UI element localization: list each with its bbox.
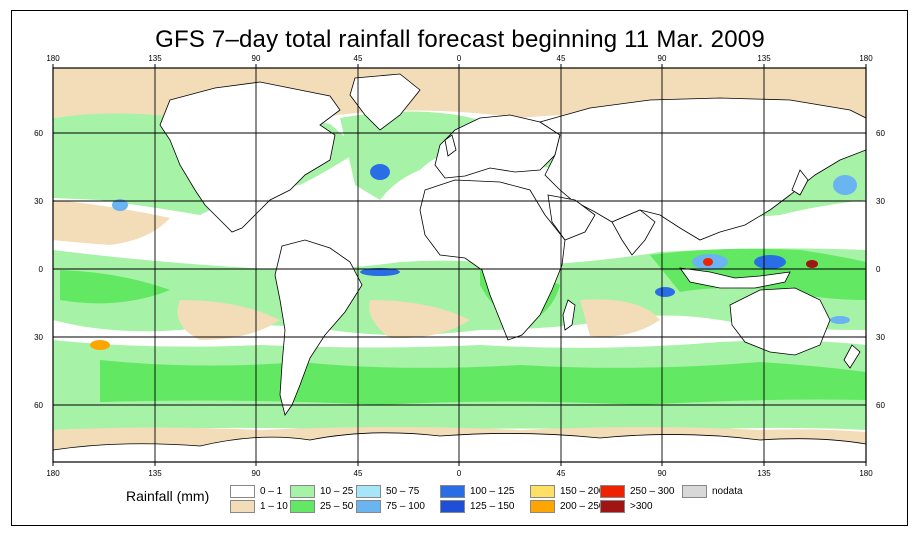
legend-swatch	[356, 500, 381, 513]
legend-label: 25 – 50	[320, 501, 354, 512]
legend-label: nodata	[712, 486, 743, 497]
bottom-tick: 180	[46, 469, 60, 478]
bottom-tick: 180	[859, 469, 873, 478]
graticule	[53, 68, 866, 462]
legend-swatch	[530, 500, 555, 513]
map-body	[53, 68, 866, 462]
left-tick: 0	[39, 265, 44, 274]
rainfall-legend: Rainfall (mm) 0 – 1 1 – 10 10 – 25 25 – …	[126, 483, 786, 517]
asia	[539, 97, 866, 241]
legend-swatch	[356, 485, 381, 498]
australia	[729, 287, 831, 356]
right-tick: 30	[876, 197, 885, 206]
south-america	[274, 239, 363, 416]
africa	[419, 179, 566, 341]
tick-marks	[52, 64, 867, 466]
legend-label: 250 – 300	[630, 486, 675, 497]
indonesia	[679, 267, 791, 289]
legend-swatch	[230, 485, 255, 498]
bottom-tick-labels: 180 135 90 45 0 45 90 135 180	[46, 469, 873, 478]
legend-swatch	[290, 500, 315, 513]
top-tick: 135	[757, 54, 771, 63]
legend-swatch	[600, 500, 625, 513]
legend-label: 10 – 25	[320, 486, 354, 497]
legend-swatch	[440, 500, 465, 513]
legend-label: 125 – 150	[470, 501, 515, 512]
legend-swatch	[230, 500, 255, 513]
left-tick-labels: 60 30 0 30 60	[34, 129, 43, 410]
legend-label: >300	[630, 501, 653, 512]
top-tick-labels: 180 135 90 45 0 45 90 135 180	[46, 54, 873, 63]
legend-label: 200 – 250	[560, 501, 605, 512]
south-pacific-subtropics	[177, 300, 280, 340]
map-title: GFS 7–day total rainfall forecast beginn…	[155, 26, 765, 53]
india	[611, 209, 656, 256]
top-tick: 0	[457, 54, 462, 63]
north-america	[159, 81, 341, 233]
indian-ocean-subtropics	[580, 299, 660, 337]
legend-label: 75 – 100	[386, 501, 425, 512]
south-atlantic-subtropics	[369, 300, 470, 339]
bottom-tick: 45	[557, 469, 566, 478]
legend-title: Rainfall (mm)	[126, 488, 210, 504]
madagascar	[562, 299, 576, 331]
right-tick: 0	[876, 265, 881, 274]
top-tick: 180	[46, 54, 60, 63]
figure-frame	[11, 10, 908, 526]
left-tick: 60	[34, 129, 43, 138]
british-isles	[444, 134, 457, 157]
legend-label: 50 – 75	[386, 486, 420, 497]
top-tick: 90	[658, 54, 667, 63]
top-tick: 45	[354, 54, 363, 63]
legend-label: 1 – 10	[260, 501, 288, 512]
greenland	[349, 73, 421, 131]
bottom-tick: 135	[148, 469, 162, 478]
legend-swatch	[440, 485, 465, 498]
south-pacific-convergence	[60, 270, 170, 304]
left-tick: 30	[34, 197, 43, 206]
legend-swatch	[290, 485, 315, 498]
bottom-tick: 90	[252, 469, 261, 478]
right-tick-labels: 60 30 0 30 60	[876, 129, 885, 410]
top-tick: 45	[557, 54, 566, 63]
legend-swatch	[600, 485, 625, 498]
right-tick: 60	[876, 401, 885, 410]
legend-swatch	[530, 485, 555, 498]
left-tick: 30	[34, 333, 43, 342]
bottom-tick: 90	[658, 469, 667, 478]
top-tick: 180	[859, 54, 873, 63]
bottom-tick: 0	[457, 469, 462, 478]
legend-label: 150 – 200	[560, 486, 605, 497]
new-zealand	[843, 344, 861, 369]
top-tick: 90	[252, 54, 261, 63]
bottom-tick: 135	[757, 469, 771, 478]
arabia	[547, 194, 596, 241]
legend-label: 100 – 125	[470, 486, 515, 497]
right-tick: 60	[876, 129, 885, 138]
legend-swatch	[682, 485, 707, 498]
left-tick: 60	[34, 401, 43, 410]
north-pacific-subtropics	[53, 200, 170, 245]
continents	[53, 73, 866, 462]
bottom-tick: 45	[354, 469, 363, 478]
legend-label: 0 – 1	[260, 486, 283, 497]
japan	[791, 169, 809, 196]
right-tick: 30	[876, 333, 885, 342]
top-tick: 135	[148, 54, 162, 63]
